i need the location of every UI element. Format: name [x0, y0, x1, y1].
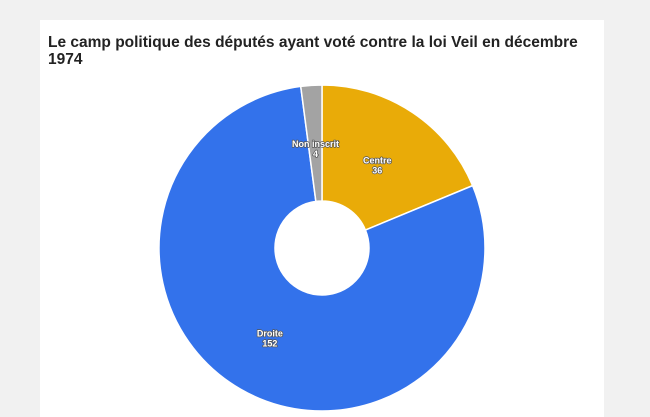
slice-centre[interactable]	[321, 84, 474, 231]
slice-value-droite: 152	[262, 338, 277, 348]
slice-label-droite: Droite	[257, 328, 283, 338]
slice-label-centre: Centre	[363, 155, 392, 165]
slice-label-non-inscrit: Non inscrit	[292, 139, 339, 149]
slice-value-centre: 36	[372, 165, 382, 175]
chart-title: Le camp politique des députés ayant voté…	[48, 34, 578, 68]
chart-card: Le camp politique des députés ayant voté…	[40, 20, 604, 417]
slice-droite[interactable]	[158, 85, 486, 412]
slice-value-non-inscrit: 4	[313, 149, 318, 159]
slice-non-inscrit[interactable]	[299, 84, 323, 203]
